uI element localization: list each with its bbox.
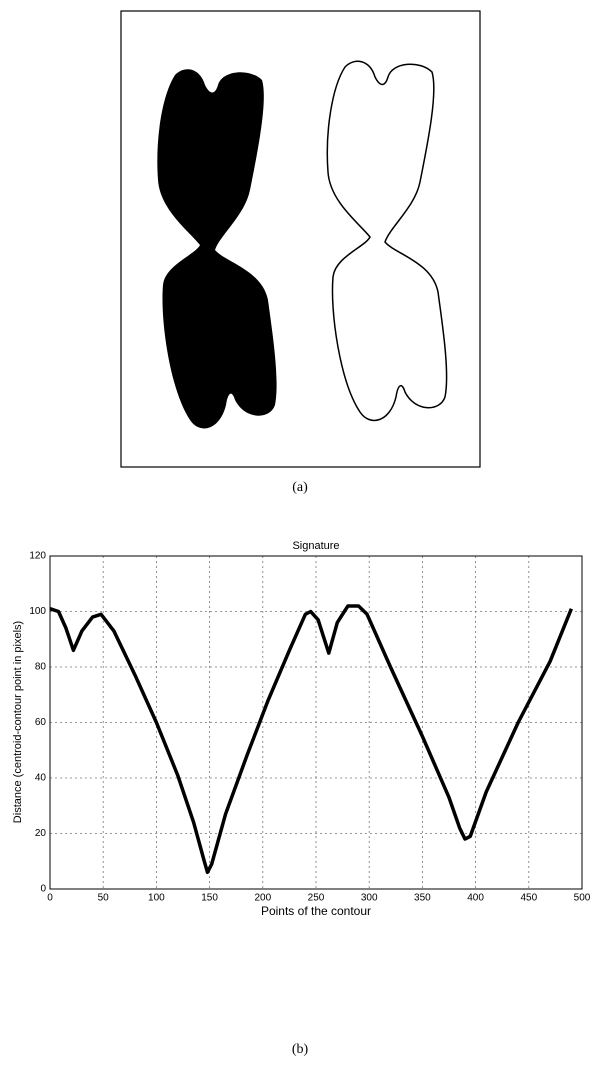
x-tick-label: 200: [254, 893, 271, 904]
y-tick-label: 0: [40, 884, 46, 895]
x-tick-label: 0: [47, 893, 53, 904]
x-tick-label: 450: [520, 893, 537, 904]
x-axis-label: Points of the contour: [261, 904, 371, 918]
y-tick-label: 40: [35, 773, 47, 784]
outline-shape: [326, 60, 448, 422]
x-tick-label: 50: [98, 893, 110, 904]
y-axis-label: Distance (centroid-contour point in pixe…: [12, 621, 24, 823]
filled-shape: [157, 69, 277, 429]
y-tick-label: 100: [29, 606, 46, 617]
x-tick-label: 250: [308, 893, 325, 904]
x-tick-label: 500: [574, 893, 591, 904]
chart-title: Signature: [292, 540, 339, 552]
caption: (a): [292, 480, 308, 495]
x-tick-label: 300: [361, 893, 378, 904]
x-tick-label: 100: [148, 893, 165, 904]
signature-line: [49, 604, 573, 875]
x-tick-label: 350: [414, 893, 431, 904]
y-tick-label: 60: [35, 717, 47, 728]
y-tick-label: 80: [35, 662, 47, 673]
y-tick-label: 20: [35, 828, 47, 839]
x-tick-label: 400: [467, 893, 484, 904]
plot-frame: [49, 555, 583, 890]
caption: (b): [292, 1042, 309, 1057]
x-tick-label: 150: [201, 893, 218, 904]
y-tick-label: 120: [29, 551, 46, 562]
